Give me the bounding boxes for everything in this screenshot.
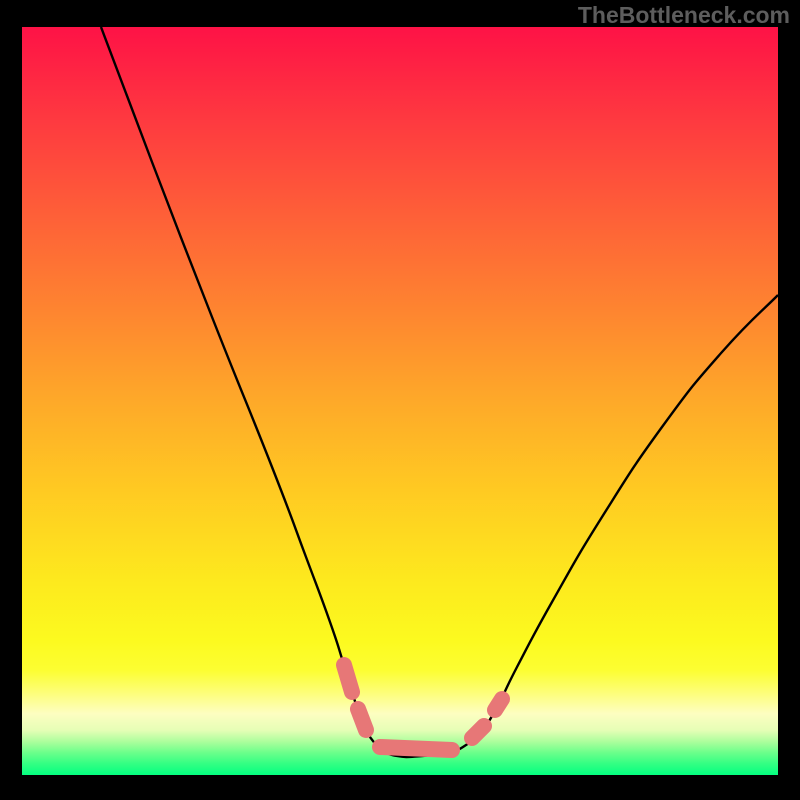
highlight-segment [358, 709, 366, 730]
highlight-segment [472, 726, 484, 738]
outer-frame: TheBottleneck.com [0, 0, 800, 800]
highlight-segment [344, 665, 352, 692]
highlight-segment [495, 699, 502, 710]
watermark-label: TheBottleneck.com [578, 2, 790, 29]
plot-background [22, 27, 778, 775]
plot-area [22, 27, 778, 775]
chart-svg [22, 27, 778, 775]
highlight-segment [380, 747, 452, 750]
